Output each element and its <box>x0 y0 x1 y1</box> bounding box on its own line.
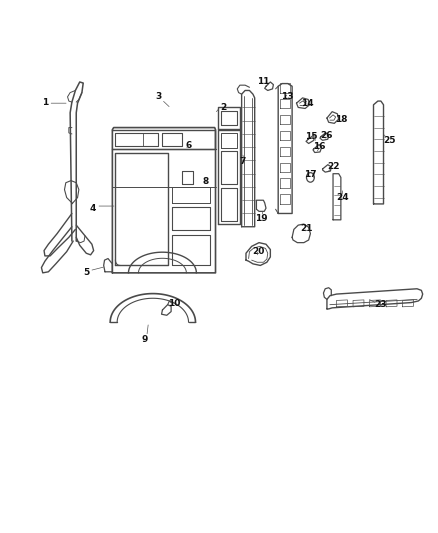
Text: 11: 11 <box>257 77 270 86</box>
Text: 19: 19 <box>255 214 268 223</box>
Text: 9: 9 <box>142 335 148 344</box>
Text: 18: 18 <box>336 115 348 124</box>
Text: 25: 25 <box>383 136 396 145</box>
Text: 5: 5 <box>83 268 89 277</box>
Text: 26: 26 <box>321 131 333 140</box>
Text: 6: 6 <box>185 141 192 150</box>
Text: 7: 7 <box>240 157 246 166</box>
Text: 8: 8 <box>203 177 209 186</box>
Text: 22: 22 <box>327 163 339 171</box>
Text: 4: 4 <box>90 204 96 213</box>
Text: 14: 14 <box>301 99 314 108</box>
Text: 17: 17 <box>304 169 317 179</box>
Text: 24: 24 <box>336 193 349 202</box>
Text: 13: 13 <box>282 92 294 101</box>
Text: 3: 3 <box>155 92 161 101</box>
Text: 20: 20 <box>252 247 265 256</box>
Text: 15: 15 <box>305 132 318 141</box>
Text: 1: 1 <box>42 98 48 107</box>
Text: 2: 2 <box>220 103 226 112</box>
Text: 23: 23 <box>374 300 386 309</box>
Text: 10: 10 <box>169 299 181 308</box>
Text: 21: 21 <box>300 224 312 233</box>
Text: 16: 16 <box>313 142 325 151</box>
